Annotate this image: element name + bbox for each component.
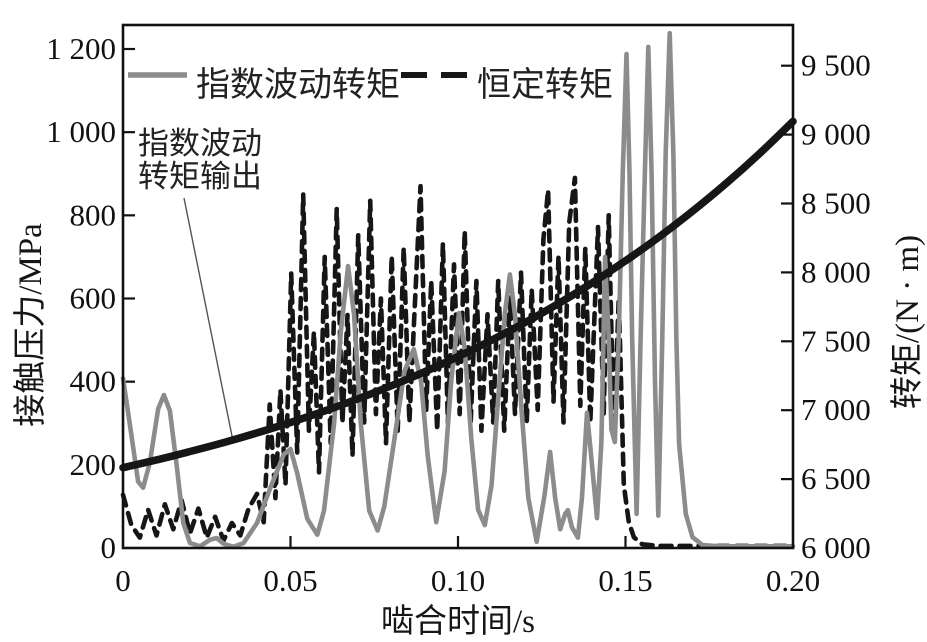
y-left-tick-label: 1 200 [46,31,116,66]
annotation-leader-line [183,197,234,442]
x-tick-label: 0 [115,563,131,598]
legend-label-exponential-torque: 指数波动转矩 [196,67,400,104]
y-left-tick-label: 200 [70,447,117,482]
x-tick-label: 0.05 [263,563,317,598]
y-left-axis-title: 接触压力/MPa [13,223,49,427]
legend-label-constant-torque: 恒定转矩 [477,67,613,104]
annotation-line1: 指数波动 [138,126,262,161]
y-left-tick-label: 1 000 [46,114,116,149]
y-right-tick-label: 8 000 [801,254,871,289]
y-right-tick-label: 8 500 [801,186,871,221]
plot-border [121,23,795,550]
y-right-tick-label: 6 500 [801,461,871,496]
x-tick-label: 0.10 [431,563,485,598]
annotation-exponential-output: 指数波动 转矩输出 [138,126,262,194]
annotation-line2: 转矩输出 [138,158,262,194]
exponential-torque-output-curve [119,117,797,472]
y-left-tick-label: 400 [70,364,117,399]
y-left-tick-label: 800 [70,197,117,232]
x-axis-title: 啮合时间/s [380,604,535,640]
y-right-tick-label: 7 500 [801,323,871,358]
y-right-tick-label: 9 500 [801,48,871,83]
y-left-tick-label: 0 [101,530,117,565]
pressure-constant-torque-curve [120,175,796,549]
y-right-tick-label: 9 000 [801,117,871,152]
y-right-tick-label: 6 000 [801,530,871,565]
pressure-exponential-torque-curve [120,30,796,550]
x-tick-label: 0.15 [598,563,652,598]
y-right-axis-title: 转矩/(N · m) [890,234,926,410]
x-tick-label: 0.20 [766,563,820,598]
y-left-tick-label: 600 [70,281,117,316]
y-right-tick-label: 7 000 [801,392,871,427]
